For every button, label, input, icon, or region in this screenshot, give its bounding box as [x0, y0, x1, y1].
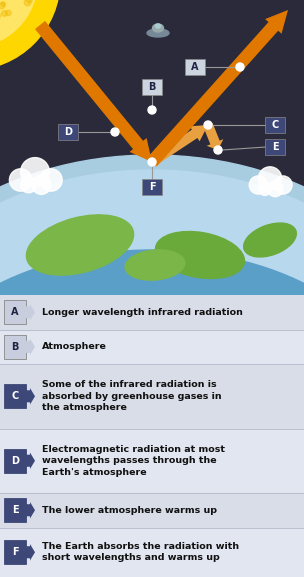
FancyArrow shape: [147, 10, 288, 166]
Circle shape: [21, 158, 49, 186]
Circle shape: [268, 181, 283, 197]
Circle shape: [111, 128, 119, 136]
Bar: [0, 493, 304, 527]
Circle shape: [0, 0, 60, 70]
Circle shape: [249, 176, 268, 194]
FancyBboxPatch shape: [4, 540, 26, 564]
Circle shape: [1, 2, 5, 6]
Text: B: B: [11, 342, 19, 352]
FancyBboxPatch shape: [142, 79, 162, 95]
FancyArrow shape: [26, 388, 35, 404]
FancyArrow shape: [26, 452, 35, 469]
Text: D: D: [11, 456, 19, 466]
Circle shape: [2, 10, 7, 16]
Circle shape: [274, 176, 292, 194]
Circle shape: [216, 148, 220, 152]
Circle shape: [258, 182, 271, 196]
Text: C: C: [271, 120, 279, 130]
Circle shape: [258, 167, 282, 190]
Circle shape: [238, 65, 242, 69]
Text: C: C: [11, 391, 19, 401]
Circle shape: [21, 177, 36, 193]
Text: F: F: [12, 547, 18, 557]
Text: Longer wavelength infrared radiation: Longer wavelength infrared radiation: [42, 308, 243, 317]
Text: E: E: [272, 142, 278, 152]
Text: The Earth absorbs the radiation with
short wavelengths and warms up: The Earth absorbs the radiation with sho…: [42, 542, 239, 563]
Circle shape: [204, 121, 212, 129]
Bar: [0, 429, 304, 493]
FancyBboxPatch shape: [4, 335, 26, 359]
Ellipse shape: [244, 223, 296, 257]
FancyArrow shape: [26, 339, 35, 355]
FancyBboxPatch shape: [58, 124, 78, 140]
Bar: [0, 295, 304, 329]
FancyArrow shape: [26, 502, 35, 519]
FancyBboxPatch shape: [4, 384, 26, 409]
Circle shape: [26, 0, 33, 3]
Circle shape: [0, 0, 37, 47]
Circle shape: [32, 175, 51, 194]
FancyArrow shape: [203, 123, 223, 150]
Circle shape: [150, 108, 154, 112]
FancyArrow shape: [26, 304, 35, 320]
Text: Electromagnetic radiation at most
wavelengths passes through the
Earth's atmosph: Electromagnetic radiation at most wavele…: [42, 445, 225, 477]
Circle shape: [148, 106, 156, 114]
Bar: [0, 329, 304, 364]
Circle shape: [148, 158, 156, 166]
Ellipse shape: [0, 155, 304, 555]
FancyBboxPatch shape: [265, 139, 285, 155]
Text: The lower atmosphere warms up: The lower atmosphere warms up: [42, 506, 217, 515]
Text: D: D: [64, 127, 72, 137]
FancyBboxPatch shape: [4, 300, 26, 324]
Ellipse shape: [156, 24, 161, 28]
Ellipse shape: [147, 29, 169, 37]
Text: A: A: [11, 308, 19, 317]
Circle shape: [0, 13, 1, 18]
Circle shape: [113, 130, 117, 134]
Ellipse shape: [156, 231, 244, 279]
Circle shape: [9, 169, 32, 191]
Ellipse shape: [26, 215, 133, 275]
Ellipse shape: [125, 250, 185, 280]
Circle shape: [40, 169, 62, 191]
FancyArrow shape: [26, 544, 35, 560]
Circle shape: [214, 146, 222, 154]
Ellipse shape: [0, 250, 304, 560]
FancyBboxPatch shape: [4, 449, 26, 473]
FancyBboxPatch shape: [185, 59, 205, 75]
Circle shape: [236, 63, 244, 71]
Circle shape: [150, 160, 154, 164]
FancyBboxPatch shape: [265, 117, 285, 133]
Ellipse shape: [153, 24, 164, 32]
FancyBboxPatch shape: [4, 499, 26, 522]
Text: B: B: [148, 82, 156, 92]
Text: Atmosphere: Atmosphere: [42, 342, 107, 351]
Text: F: F: [149, 182, 155, 192]
Circle shape: [5, 10, 11, 16]
FancyArrow shape: [35, 21, 152, 162]
Text: Some of the infrared radiation is
absorbed by greenhouse gases in
the atmosphere: Some of the infrared radiation is absorb…: [42, 380, 222, 412]
Text: A: A: [191, 62, 199, 72]
Bar: [0, 527, 304, 577]
FancyArrow shape: [149, 125, 208, 166]
FancyBboxPatch shape: [142, 179, 162, 195]
Circle shape: [24, 0, 31, 6]
Circle shape: [0, 2, 5, 9]
Bar: [0, 364, 304, 429]
Text: E: E: [12, 505, 18, 515]
Ellipse shape: [0, 170, 304, 540]
Circle shape: [206, 123, 210, 127]
